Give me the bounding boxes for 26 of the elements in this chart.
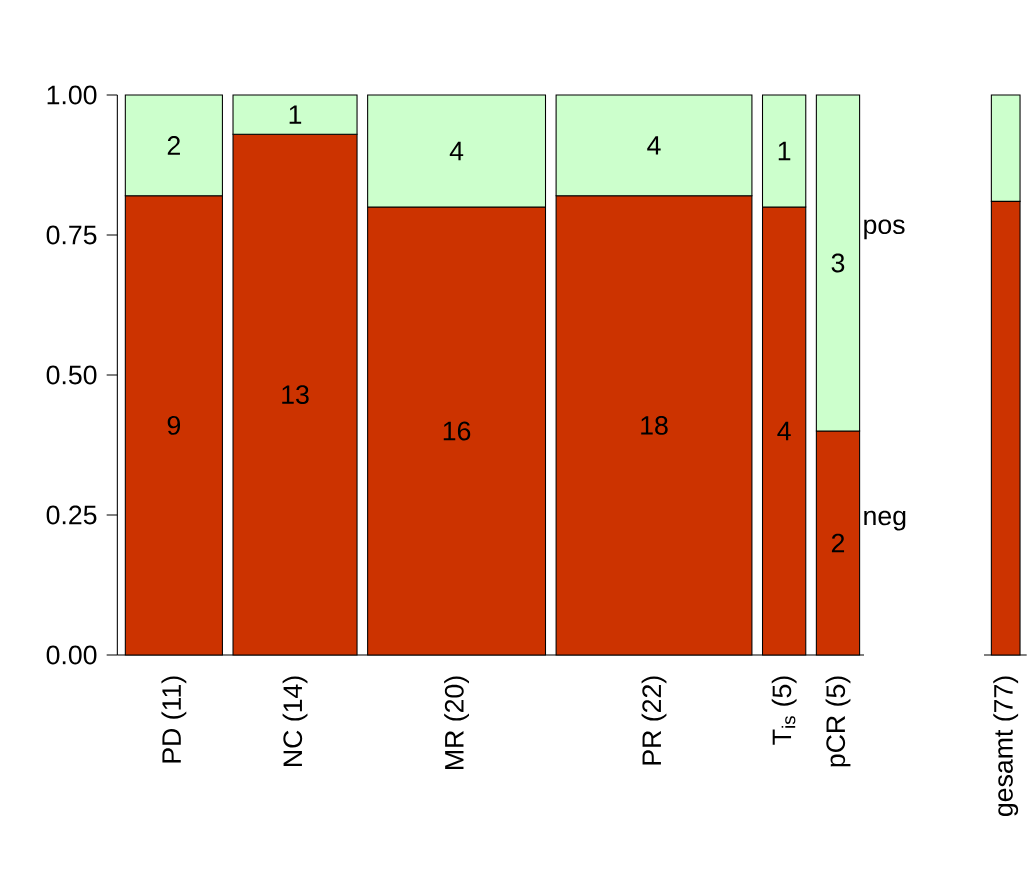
y-tick-label: 0.75: [46, 225, 97, 245]
series-label: neg: [864, 510, 906, 531]
series-label: pos: [864, 219, 905, 240]
annotation: 4: [449, 141, 464, 161]
annotation: 3: [831, 253, 845, 273]
annotation: 2: [831, 533, 845, 553]
x-tick-label: pCR (5): [825, 676, 851, 767]
annotation: 4: [777, 421, 791, 441]
annotation: 18: [641, 415, 668, 435]
x-tick-label: PD (11): [161, 676, 187, 763]
x-tick-label: NC (14): [282, 676, 308, 766]
y-tick-label: 0.00: [46, 645, 97, 665]
x-tick-label: gesamt (77): [993, 676, 1019, 816]
y-tick-label: 1.00: [47, 85, 97, 105]
y-tick-label: 0.50: [46, 365, 97, 385]
annotation: 1: [289, 105, 302, 124]
annotation: 2: [167, 136, 180, 155]
annotation: 16: [443, 421, 471, 441]
y-tick-label: 0.25: [46, 505, 97, 525]
annotation: 9: [167, 415, 181, 435]
x-tick-label: T$_{is}$ (5): [771, 676, 797, 745]
x-tick-label: MR (20): [444, 676, 469, 769]
annotation: 4: [647, 136, 661, 155]
annotation: 13: [282, 385, 309, 405]
x-tick-label: PR (22): [641, 676, 667, 765]
annotation: 1: [778, 141, 791, 161]
